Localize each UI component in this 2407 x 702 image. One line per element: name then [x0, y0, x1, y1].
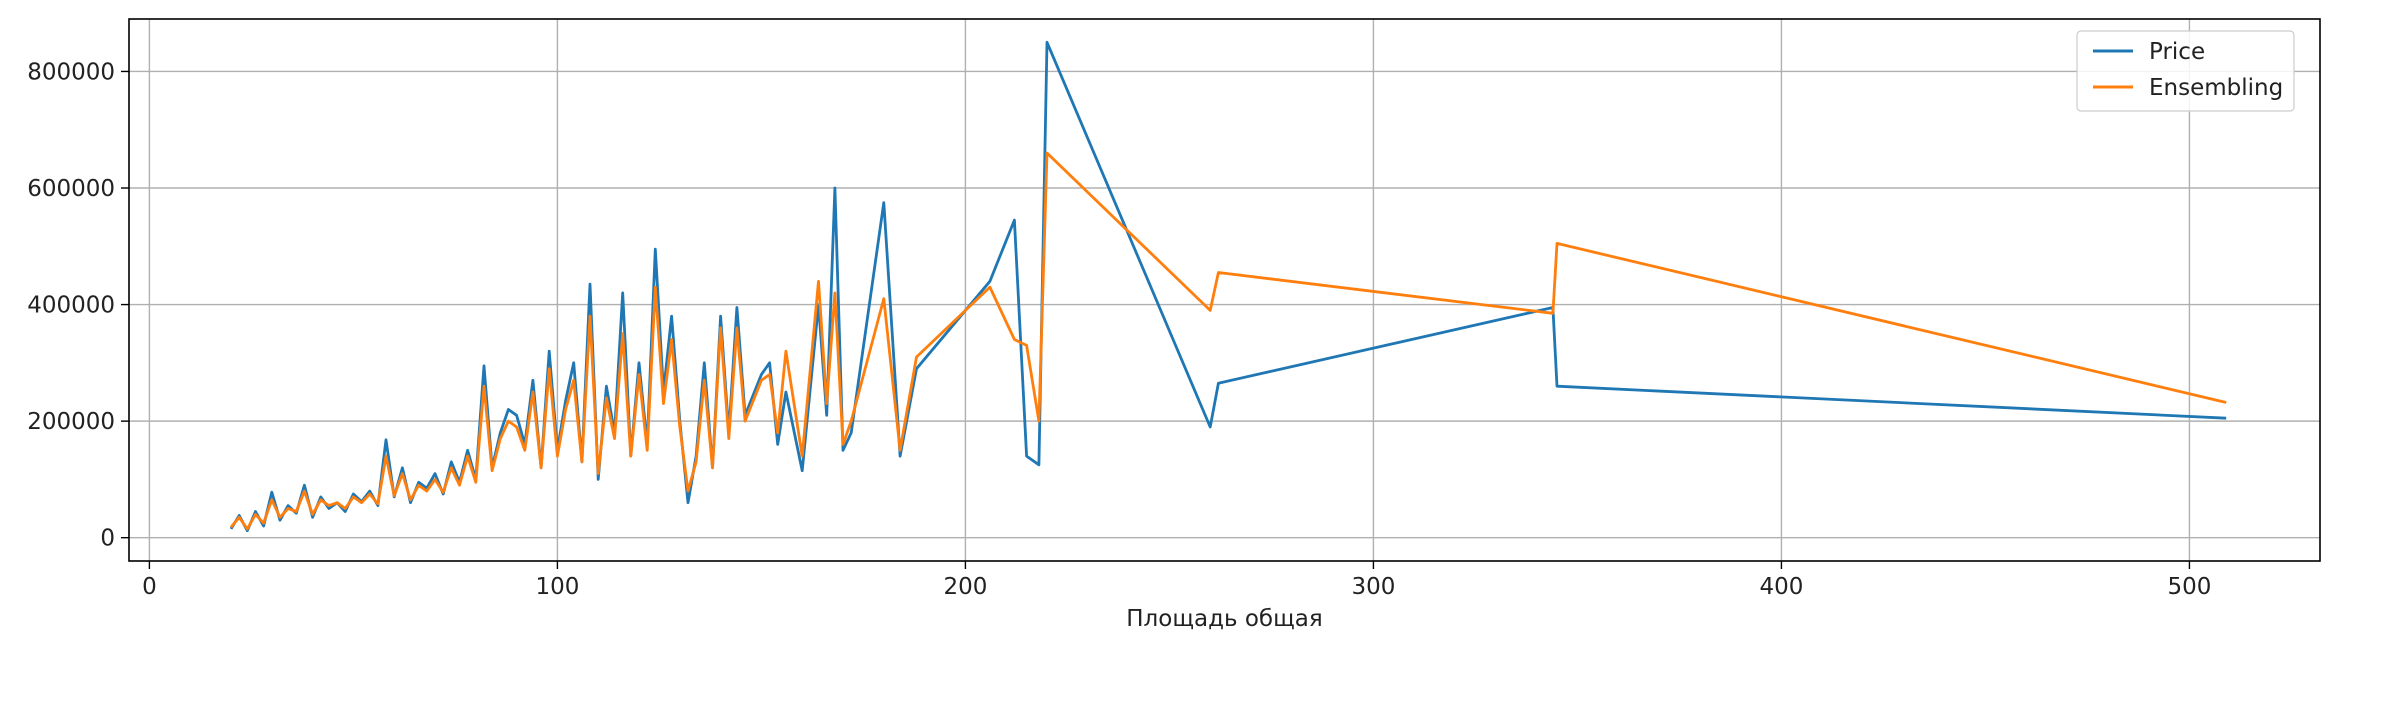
legend: Price Ensembling — [2076, 30, 2295, 112]
legend-label-ensembling: Ensembling — [2149, 75, 2283, 101]
legend-label-price: Price — [2149, 39, 2205, 65]
y-tick-label: 600000 — [27, 176, 115, 202]
x-tick-label: 500 — [2167, 574, 2211, 600]
axes-frame — [128, 18, 2321, 562]
x-tick-label: 300 — [1351, 574, 1395, 600]
x-tick-label: 100 — [535, 574, 579, 600]
axis-ticks: 0 100 200 300 400 500 0 200000 400000 600000 80000… — [27, 59, 2211, 600]
y-tick-label: 800000 — [27, 59, 115, 85]
x-axis-label: Площадь общая — [1126, 606, 1322, 632]
y-tick-label: 200000 — [27, 409, 115, 435]
x-tick-label: 200 — [943, 574, 987, 600]
x-tick-label: 400 — [1759, 574, 1803, 600]
y-tick-label: 400000 — [27, 293, 115, 319]
series-lines — [229, 40, 2227, 533]
x-tick-label: 0 — [142, 574, 157, 600]
y-tick-label: 0 — [100, 526, 115, 552]
series-line-ensembling — [229, 151, 2227, 531]
